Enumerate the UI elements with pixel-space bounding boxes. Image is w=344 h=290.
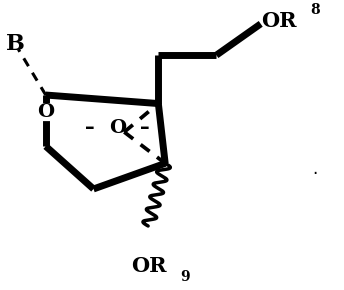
Text: 9: 9 xyxy=(181,270,190,284)
Text: OR: OR xyxy=(261,11,296,31)
Text: B: B xyxy=(6,33,24,55)
Text: O: O xyxy=(37,103,54,121)
Text: –: – xyxy=(85,118,95,137)
Text: OR: OR xyxy=(131,256,166,276)
Text: 8: 8 xyxy=(310,3,320,17)
Text: O: O xyxy=(109,119,126,137)
Text: –: – xyxy=(140,118,150,137)
Text: .: . xyxy=(313,160,318,178)
